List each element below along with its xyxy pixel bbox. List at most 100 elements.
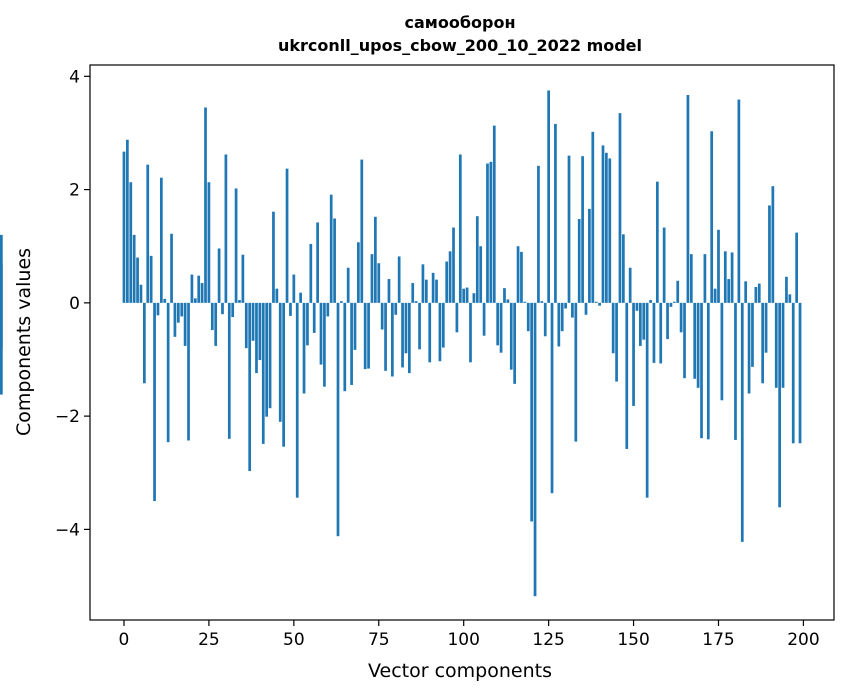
bar — [747, 302, 751, 394]
bar — [639, 302, 642, 346]
bar — [706, 302, 710, 440]
bar — [210, 302, 214, 331]
x-tick-label: 100 — [447, 630, 479, 650]
bar — [754, 287, 758, 303]
bar — [615, 302, 618, 382]
bar — [798, 302, 802, 444]
bar — [455, 302, 459, 333]
bar — [526, 302, 530, 332]
bar — [618, 113, 622, 303]
bar — [506, 299, 510, 303]
y-tick-label: 4 — [69, 67, 80, 87]
bar — [340, 301, 343, 303]
x-tick-label: 25 — [198, 630, 220, 650]
bar — [781, 302, 785, 388]
bar — [543, 302, 547, 337]
bar — [180, 302, 184, 317]
bar — [268, 302, 272, 409]
bar — [0, 302, 3, 349]
bar — [312, 302, 316, 333]
bar — [771, 186, 775, 303]
bar — [560, 302, 564, 332]
bar — [384, 302, 387, 371]
bar — [357, 242, 360, 303]
bar — [520, 251, 523, 303]
bar — [319, 302, 323, 365]
bar — [156, 302, 160, 316]
bar — [414, 301, 418, 303]
bar — [391, 302, 394, 377]
x-tick-label: 175 — [702, 630, 734, 650]
bar — [275, 288, 279, 303]
bar — [795, 232, 798, 303]
bar — [655, 181, 659, 303]
bar — [166, 302, 170, 443]
bar — [241, 254, 245, 303]
y-tick-label: −4 — [55, 520, 80, 540]
bar — [683, 302, 686, 379]
bar — [234, 188, 238, 303]
bar — [285, 168, 289, 303]
bar — [737, 99, 741, 303]
bar — [0, 263, 3, 303]
bar — [628, 267, 632, 303]
bar — [197, 275, 201, 303]
y-tick-label: −2 — [55, 407, 80, 427]
bar — [622, 234, 625, 303]
bar — [272, 211, 275, 303]
bar — [231, 302, 235, 318]
bar — [516, 246, 520, 303]
x-tick-label: 125 — [532, 630, 564, 650]
bar — [248, 302, 252, 472]
bar — [700, 302, 703, 439]
bar — [632, 302, 635, 406]
bar — [292, 274, 296, 303]
bar — [608, 158, 612, 303]
y-axis-ticks: −4 −2 0 2 4 — [55, 67, 90, 540]
bar — [428, 302, 432, 363]
bar — [445, 261, 449, 303]
bar — [146, 164, 150, 303]
bar — [574, 302, 578, 442]
bar — [255, 302, 258, 374]
bar — [734, 302, 737, 440]
bar — [438, 302, 442, 362]
y-tick-label: 2 — [69, 181, 80, 201]
bar — [122, 151, 126, 303]
bar — [258, 302, 262, 361]
bar — [421, 264, 425, 303]
bar — [343, 302, 347, 392]
bar — [336, 302, 340, 537]
bar — [448, 251, 452, 303]
x-tick-label: 50 — [283, 630, 305, 650]
bar — [649, 300, 652, 303]
bar — [530, 302, 533, 522]
bar — [139, 284, 143, 303]
bar — [791, 302, 795, 444]
bar — [710, 131, 714, 303]
bar — [306, 302, 309, 346]
bar — [374, 216, 377, 303]
bar — [482, 302, 486, 336]
bar — [693, 302, 697, 379]
bar — [669, 302, 673, 307]
bar — [757, 283, 761, 303]
bar — [676, 280, 680, 303]
plot-frame — [89, 64, 835, 621]
bar — [193, 298, 197, 303]
bar — [411, 283, 415, 303]
bar — [686, 95, 690, 303]
bar — [329, 194, 333, 303]
bar — [652, 302, 656, 363]
bar — [567, 155, 571, 303]
bar — [323, 302, 326, 387]
bar — [404, 302, 408, 354]
bar — [605, 152, 608, 303]
bar — [479, 246, 483, 303]
bar — [126, 139, 129, 303]
bar — [424, 279, 428, 303]
bar — [159, 177, 163, 303]
bar — [333, 218, 336, 303]
bar — [717, 229, 720, 303]
bar — [571, 302, 574, 318]
